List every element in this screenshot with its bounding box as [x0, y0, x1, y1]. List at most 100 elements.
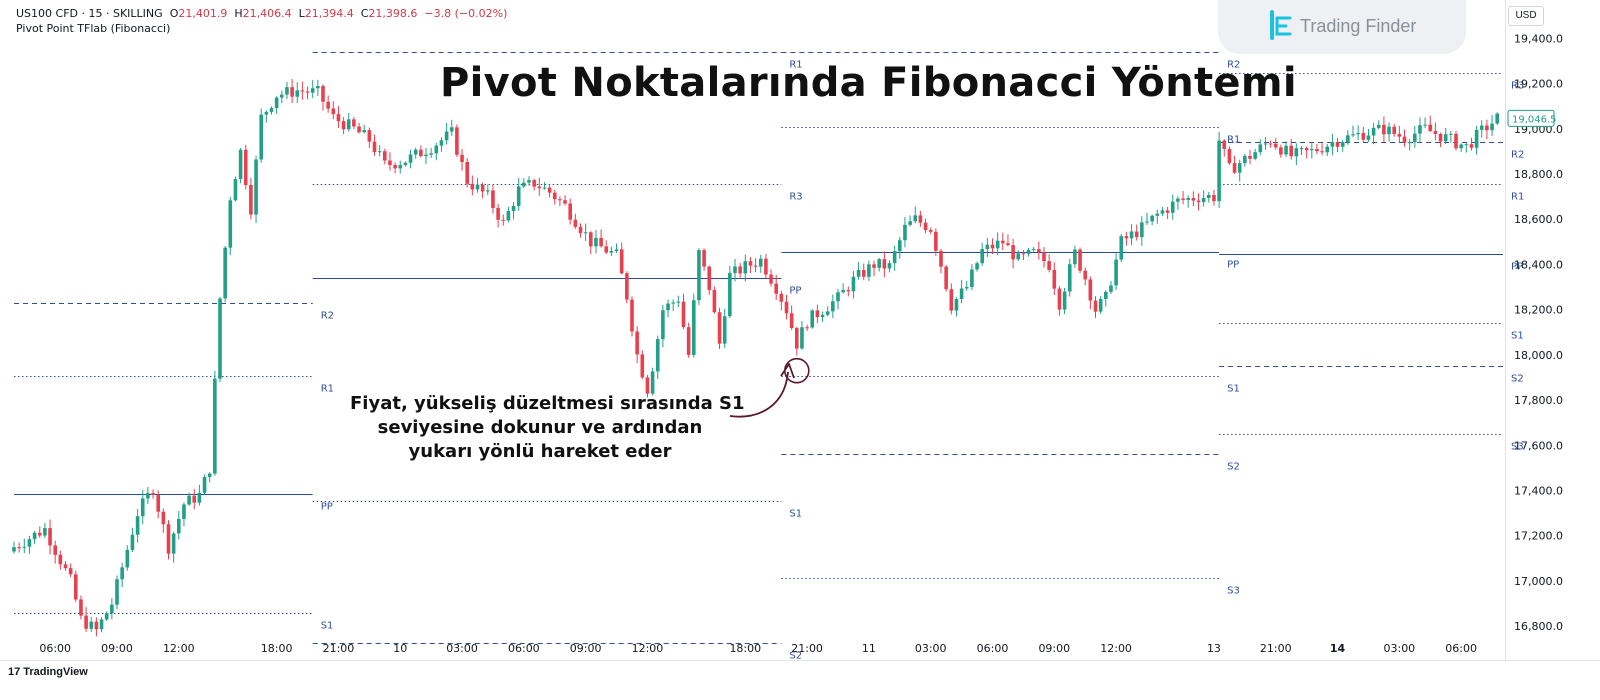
candle-body [522, 182, 526, 187]
candle-body [769, 274, 773, 284]
candle-body [223, 247, 227, 299]
time-tick-label: 18:00 [261, 642, 293, 655]
candle-body [496, 207, 500, 220]
candle-body [264, 111, 269, 115]
candle-body [1273, 143, 1278, 148]
candle-body [1243, 155, 1247, 164]
candle-body [68, 568, 73, 575]
candle-body [959, 288, 964, 299]
pivot-label-s2: S2 [1511, 374, 1524, 385]
candle-body [192, 495, 197, 503]
time-scale[interactable]: 06:00 09:00 12:00 18:00 21:00 10 03:00 06:00 09:… [39, 642, 1477, 655]
candle-body [1335, 142, 1340, 147]
candles [12, 78, 1499, 637]
candle-body [1340, 142, 1345, 147]
pivot-label-s2: S2 [789, 651, 802, 662]
candle-body [1062, 291, 1067, 310]
candle-body [171, 533, 176, 554]
symbol-label[interactable]: US100 CFD · 15 · SKILLING [16, 7, 163, 20]
candle-body [903, 224, 907, 241]
pivot-label-s1: S1 [1227, 384, 1240, 395]
currency-button[interactable]: USD [1508, 6, 1544, 26]
candle-body [758, 258, 763, 267]
candle-body [1315, 149, 1319, 152]
candle-body [836, 292, 840, 302]
candle-body [1016, 253, 1021, 260]
candle-body [516, 186, 521, 207]
candle-body [274, 97, 279, 109]
candle-body [1170, 201, 1175, 213]
candle-body [681, 301, 686, 328]
candle-body [22, 546, 27, 548]
candle-body [985, 244, 990, 250]
candle-body [1407, 142, 1412, 144]
candle-body [841, 290, 845, 293]
candle-body [661, 310, 665, 340]
candle-body [213, 378, 217, 474]
candle-body [604, 246, 609, 253]
indicator-label[interactable]: Pivot Point TFlab (Fibonacci) [16, 22, 171, 35]
price-scale[interactable]: 19,400.019,200.019,000.018,800.018,600.0… [1507, 32, 1563, 633]
time-tick-label: 21:00 [1260, 642, 1292, 655]
candle-body [377, 151, 382, 153]
candle-body [1397, 133, 1402, 137]
brand-name: Trading Finder [1300, 16, 1417, 36]
candle-body [867, 264, 871, 277]
candle-body [949, 289, 954, 311]
candle-body [280, 94, 284, 98]
candle-body [79, 599, 83, 616]
candle-body [810, 310, 815, 328]
candle-body [182, 504, 186, 519]
candle-body [501, 219, 506, 221]
candle-body [1114, 259, 1118, 286]
candle-body [1474, 129, 1479, 148]
candle-body [125, 549, 130, 568]
candle-body [851, 276, 856, 292]
candle-body [918, 215, 923, 223]
candle-body [1294, 148, 1299, 157]
candle-body [779, 293, 784, 302]
candle-body [1268, 143, 1273, 145]
time-tick-label: 13 [1207, 642, 1221, 655]
candle-body [367, 130, 372, 142]
candle-body [1201, 197, 1206, 203]
annotation-text: Fiyat, yükseliş düzeltmesi sırasında S1 … [350, 392, 745, 464]
candle-body [12, 547, 16, 552]
candle-body [990, 244, 995, 249]
candle-body [1160, 210, 1165, 214]
candle-body [1222, 140, 1227, 149]
candle-body [1037, 249, 1041, 253]
price-tick-label: 18,200.0 [1514, 304, 1563, 317]
candle-body [1031, 249, 1036, 251]
candle-body [177, 518, 181, 534]
pivot-label-r1: R1 [1227, 135, 1240, 146]
candle-body [1047, 261, 1051, 270]
candle-body [795, 328, 799, 349]
candle-body [872, 264, 876, 268]
candle-body [954, 298, 959, 311]
pivot-label-s1: S1 [321, 621, 334, 632]
candle-body [341, 121, 346, 130]
candle-body [820, 314, 825, 318]
candle-body [43, 528, 47, 536]
time-tick-label: 10 [393, 642, 407, 655]
candle-body [609, 250, 614, 253]
candle-body [630, 299, 634, 332]
candle-body [655, 339, 660, 372]
price-tick-label: 18,000.0 [1514, 349, 1563, 362]
annotation-line: Fiyat, yükseliş düzeltmesi sırasında S1 [350, 393, 745, 414]
pivot-label-pp: PP [1511, 262, 1523, 273]
candle-body [449, 127, 454, 132]
candle-body [1454, 133, 1458, 149]
candle-body [146, 493, 150, 499]
candle-body [1057, 288, 1062, 310]
footer-brand: 17 TradingView [8, 666, 88, 678]
candle-body [923, 222, 928, 231]
candle-body [1150, 215, 1154, 222]
candle-body [84, 615, 88, 629]
price-tick-label: 17,200.0 [1514, 530, 1563, 543]
chart-title: Pivot Noktalarında Fibonacci Yöntemi [440, 60, 1297, 106]
pivot-label-r1: R1 [789, 60, 802, 71]
